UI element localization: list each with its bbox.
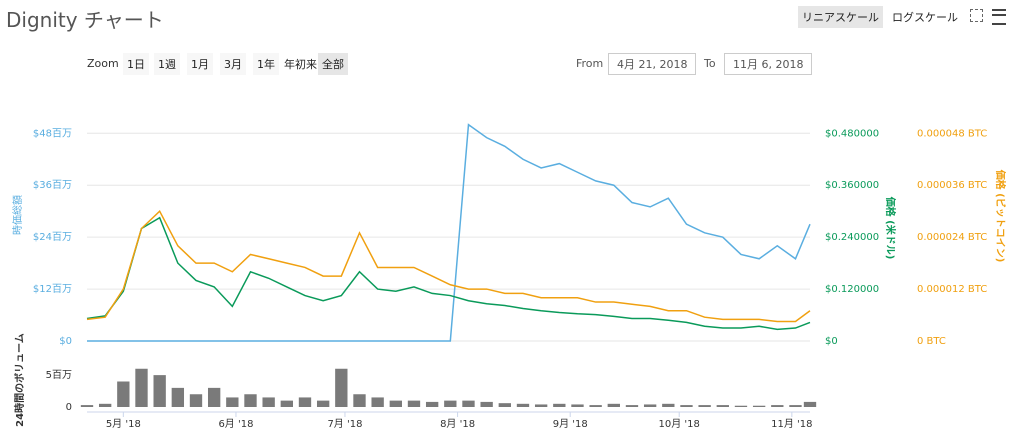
line-y3 [86, 209, 811, 323]
volume-bar [662, 403, 675, 407]
volume-bar [135, 368, 148, 407]
y2-tick-label: $0.480000 [825, 128, 879, 139]
volume-bar [516, 403, 530, 407]
volume-bar [425, 401, 439, 407]
volume-bar [98, 403, 112, 407]
zoom-button[interactable]: 1年 [253, 53, 279, 75]
volume-bar [698, 405, 711, 407]
volume-bar [534, 404, 548, 407]
volume-bar [625, 405, 639, 407]
from-label: From [576, 57, 604, 70]
volume-tick-label: 0 [66, 402, 72, 413]
volume-bar [298, 397, 312, 407]
volume-bar [117, 381, 130, 407]
log-scale-button[interactable]: ログスケール [892, 11, 958, 24]
fullscreen-icon[interactable] [970, 9, 983, 22]
volume-bar [407, 400, 421, 407]
y2-tick-label: $0.120000 [825, 284, 879, 295]
volume-bar [316, 400, 330, 407]
volume-bar [803, 401, 817, 407]
x-tick-label: 8月 '18 [440, 418, 475, 430]
linear-scale-button[interactable]: リニアスケール [798, 6, 883, 28]
volume-bar [571, 404, 584, 407]
volume-bar [752, 405, 766, 407]
volume-bar [480, 401, 493, 407]
to-label: To [704, 57, 716, 70]
volume-bar [680, 405, 693, 407]
line-y [87, 123, 811, 342]
zoom-button[interactable]: 1週 [154, 53, 180, 75]
volume-bar [80, 405, 94, 407]
y2-axis-title: 価格 (米ドル) [884, 196, 897, 260]
volume-bar [643, 404, 657, 407]
zoom-button[interactable]: 年初来 [284, 58, 317, 71]
volume-bar [335, 368, 348, 407]
y3-tick-label: 0.000036 BTC [917, 180, 987, 191]
zoom-button[interactable]: 全部 [318, 53, 348, 75]
y-axis-title: 時価総額 [11, 195, 24, 235]
x-tick-label: 9月 '18 [553, 418, 588, 430]
zoom-label: Zoom [87, 57, 119, 70]
y-tick-label: $36百万 [33, 179, 72, 191]
y-tick-label: $24百万 [33, 231, 72, 243]
y3-tick-label: 0 BTC [917, 336, 946, 347]
volume-bar [462, 400, 475, 407]
volume-bar [716, 405, 729, 407]
volume-bar [498, 403, 511, 407]
y2-tick-label: $0.360000 [825, 180, 879, 191]
volume-bar [789, 405, 802, 407]
volume-axis-title: 24時間のボリューム [13, 333, 26, 427]
x-tick-label: 5月 '18 [106, 418, 141, 430]
zoom-button[interactable]: 1日 [123, 53, 149, 75]
x-tick-label: 11月 '18 [771, 418, 812, 430]
volume-bar [207, 387, 221, 407]
volume-bar [607, 403, 620, 407]
volume-bar [389, 400, 402, 407]
volume-bar [280, 400, 293, 407]
y-tick-label: $48百万 [33, 127, 72, 139]
y2-tick-label: $0 [825, 336, 838, 347]
line-y2 [86, 216, 811, 331]
from-input[interactable]: 4月 21, 2018 [608, 53, 697, 75]
y2-tick-label: $0.240000 [825, 232, 879, 243]
x-tick-label: 6月 '18 [218, 418, 253, 430]
y3-tick-label: 0.000024 BTC [917, 232, 987, 243]
volume-bar [553, 403, 566, 407]
x-tick-label: 10月 '18 [659, 418, 700, 430]
x-tick-label: 7月 '18 [327, 418, 362, 430]
volume-bar [262, 397, 275, 407]
volume-bar [153, 375, 166, 407]
y-tick-label: $0 [59, 336, 72, 347]
volume-bar [734, 405, 748, 407]
y3-tick-label: 0.000048 BTC [917, 128, 987, 139]
volume-bar [589, 405, 602, 407]
volume-bar [371, 397, 384, 407]
volume-bar [226, 397, 239, 407]
y-tick-label: $12百万 [33, 283, 72, 295]
y3-axis-title: 価格 (ビットコイン) [994, 169, 1007, 263]
volume-tick-label: 5百万 [46, 369, 72, 381]
volume-bar [771, 405, 784, 407]
volume-bar [444, 400, 457, 407]
volume-bar [353, 394, 366, 407]
y3-tick-label: 0.000012 BTC [917, 284, 987, 295]
volume-bar [171, 387, 185, 407]
zoom-button[interactable]: 1月 [187, 53, 213, 75]
zoom-button[interactable]: 3月 [220, 53, 246, 75]
to-input[interactable]: 11月 6, 2018 [724, 53, 813, 75]
title: Dignity チャート [6, 8, 164, 32]
menu-icon[interactable] [992, 9, 1006, 25]
volume-bar [189, 394, 203, 407]
volume-bar [244, 394, 257, 407]
